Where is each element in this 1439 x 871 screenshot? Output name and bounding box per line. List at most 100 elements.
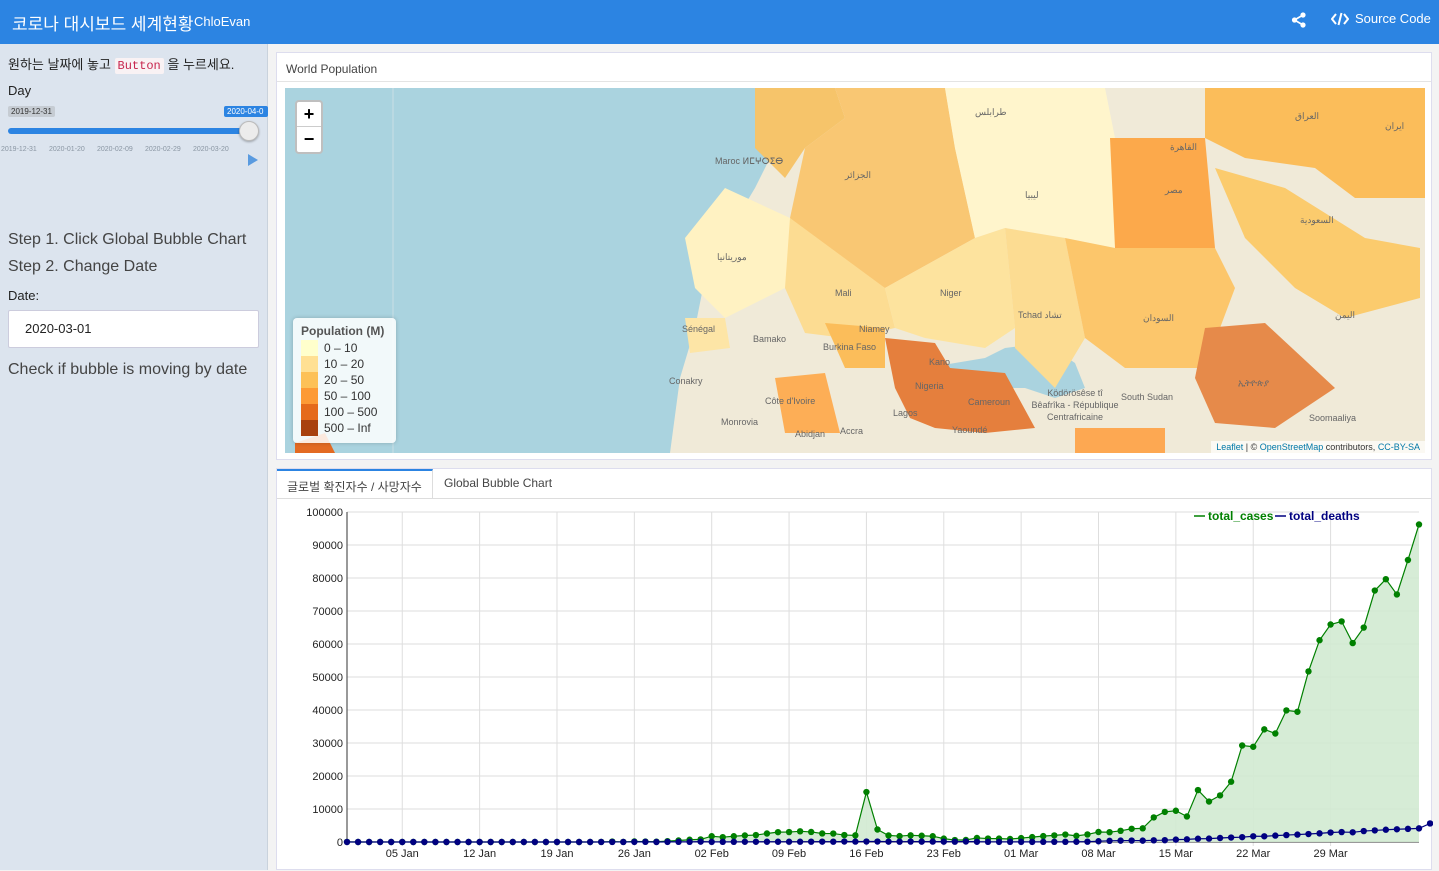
day-slider-handle[interactable] <box>239 121 259 141</box>
data-point-total_cases <box>1161 808 1169 816</box>
map-title: World Population <box>286 62 378 76</box>
region-cote-divoire[interactable] <box>775 373 840 433</box>
data-point-total_deaths <box>1128 837 1135 844</box>
region-nigeria[interactable] <box>885 338 1035 433</box>
play-icon[interactable] <box>248 154 258 166</box>
data-point-total_deaths <box>852 838 859 845</box>
data-point-total_cases <box>852 832 859 839</box>
region-drc[interactable] <box>1075 428 1165 453</box>
date-input[interactable]: 2020-03-01 <box>8 310 259 348</box>
data-point-total_deaths <box>907 838 914 845</box>
osm-link[interactable]: OpenStreetMap <box>1259 442 1324 452</box>
data-point-total_cases <box>796 828 804 835</box>
tab-cases-deaths[interactable]: 글로벌 확진자수 / 사망자수 <box>277 469 433 498</box>
slider-tick: 2020-02-29 <box>145 146 181 153</box>
zoom-out-button[interactable]: − <box>303 129 315 149</box>
data-point-total_cases <box>896 832 903 840</box>
data-point-total_deaths <box>1006 838 1014 846</box>
data-point-total_cases <box>885 832 892 839</box>
data-point-total_deaths <box>896 838 903 845</box>
leaflet-map[interactable]: Maroc ⵍⵎⵖⵔⵉⴱ Mali Niger Tchad تشاد Niger… <box>285 88 1425 453</box>
y-tick-label: 0 <box>337 837 343 849</box>
legend-item: 10 – 20 <box>301 356 388 372</box>
region-senegal[interactable] <box>685 318 730 353</box>
map-label: Maroc ⵍⵎⵖⵔⵉⴱ <box>715 156 784 166</box>
x-tick-label: 16 Feb <box>849 848 883 860</box>
map-label: Nigeria <box>915 381 944 391</box>
data-point-total_deaths <box>1172 836 1180 843</box>
map-label: العراق <box>1295 111 1320 121</box>
map-label: ليبيا <box>1025 190 1039 200</box>
legend-label: 0 – 10 <box>324 341 358 355</box>
map-label: ኢትዮጵያ <box>1238 378 1270 388</box>
y-tick-label: 90000 <box>312 540 343 552</box>
region-niger[interactable] <box>885 228 1015 348</box>
legend-label-total_deaths: total_deaths <box>1289 509 1360 523</box>
region-sudan[interactable] <box>1065 238 1235 368</box>
data-point-total_cases <box>1028 833 1036 841</box>
x-tick-label: 15 Mar <box>1159 848 1194 860</box>
legend-label: 100 – 500 <box>324 405 378 419</box>
region-mali[interactable] <box>785 218 895 338</box>
cases-deaths-chart: 0 10000 20000 30000 40000 50000 60000 70000 8000… <box>306 507 1433 860</box>
region-burkina-faso[interactable] <box>825 323 885 368</box>
region-chad[interactable] <box>1005 228 1085 388</box>
region-arabia[interactable] <box>1215 168 1420 318</box>
map-label: Mali <box>835 288 852 298</box>
region-middle-east[interactable] <box>1205 88 1425 198</box>
data-point-total_deaths <box>774 838 782 845</box>
region-algeria[interactable] <box>790 88 975 288</box>
map-label: Yaoundé <box>952 425 988 435</box>
data-point-total_cases <box>763 830 771 837</box>
data-point-total_deaths <box>708 838 715 846</box>
region-morocco[interactable] <box>755 88 845 178</box>
region-ethiopia[interactable] <box>1195 323 1335 428</box>
region-egypt[interactable] <box>1110 138 1215 248</box>
data-point-total_cases <box>719 833 726 841</box>
license-link[interactable]: CC-BY-SA <box>1377 442 1420 452</box>
legend-label: 50 – 100 <box>324 389 371 403</box>
map-label: Abidjan <box>795 429 826 439</box>
tab-bubble-chart[interactable]: Global Bubble Chart <box>444 476 553 490</box>
x-tick-label: 02 Feb <box>695 848 729 860</box>
data-point-total_deaths <box>686 838 693 846</box>
data-point-total_deaths <box>995 838 1003 846</box>
region-libya[interactable] <box>945 88 1115 248</box>
y-tick-label: 60000 <box>312 639 343 651</box>
map-attribution: Leaflet | © OpenStreetMap contributors, … <box>1211 441 1425 453</box>
data-point-total_cases <box>1272 730 1279 737</box>
data-point-total_deaths <box>1261 833 1268 840</box>
map-label: Ködörösêse tî Bêafrîka - République Cent… <box>1031 388 1119 422</box>
instruction-text: 원하는 날짜에 놓고 Button 을 누르세요. <box>8 54 234 74</box>
app-title[interactable]: 코로나 대시보드 세계현황 <box>12 15 194 34</box>
sidebar: 원하는 날짜에 놓고 Button 을 누르세요. Day 2019-12-31… <box>0 44 268 870</box>
data-point-total_deaths <box>465 838 472 846</box>
data-point-total_cases <box>830 830 837 837</box>
data-point-total_deaths <box>951 838 959 845</box>
author-link[interactable]: ChloEvan <box>194 14 251 29</box>
map-label: Tchad تشاد <box>1018 310 1062 320</box>
share-icon[interactable] <box>1290 11 1308 29</box>
legend-swatch <box>301 420 318 436</box>
data-point-total_deaths <box>1183 836 1191 843</box>
day-slider-track[interactable] <box>8 128 250 134</box>
x-tick-label: 22 Mar <box>1236 848 1271 860</box>
y-tick-label: 20000 <box>312 771 343 783</box>
data-point-total_deaths <box>653 838 660 846</box>
data-point-total_deaths <box>498 838 505 846</box>
map-label: Niamey <box>859 324 890 334</box>
x-tick-label: 01 Mar <box>1004 848 1039 860</box>
zoom-in-button[interactable]: + <box>297 102 321 127</box>
source-code-link[interactable]: Source Code <box>1331 11 1431 26</box>
day-label: Day <box>8 83 32 98</box>
date-label: Date: <box>8 288 40 303</box>
data-point-total_deaths <box>1360 827 1367 835</box>
data-point-total_deaths <box>432 838 439 846</box>
data-point-total_cases <box>1349 639 1356 647</box>
leaflet-link[interactable]: Leaflet <box>1216 442 1244 452</box>
data-point-total_deaths <box>354 838 362 846</box>
data-point-total_cases <box>1040 832 1047 840</box>
data-point-total_cases <box>1227 778 1235 785</box>
data-point-total_cases <box>1360 624 1367 631</box>
data-point-total_cases <box>774 828 782 836</box>
